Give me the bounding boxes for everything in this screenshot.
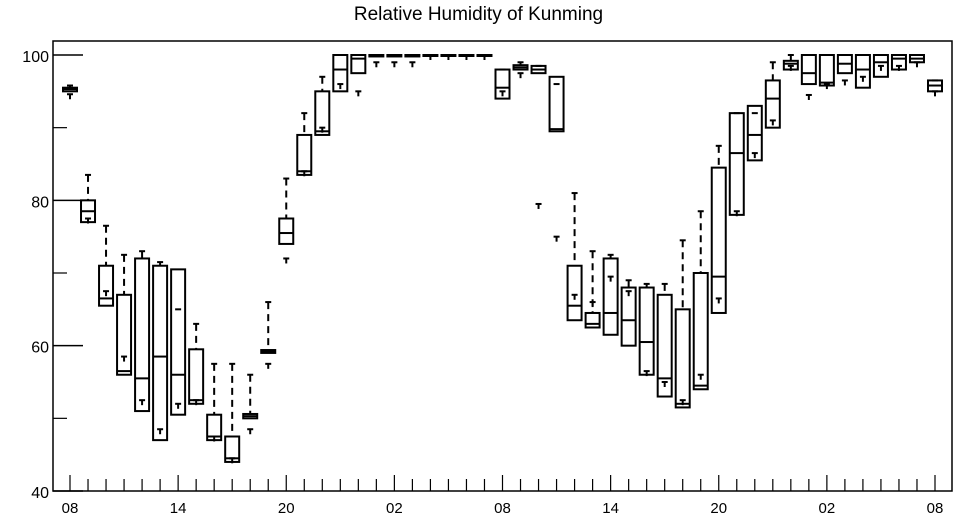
box-group — [62, 84, 78, 100]
box-iqr — [548, 75, 565, 133]
box-iqr — [710, 166, 727, 314]
box-iqr — [332, 54, 349, 93]
x-tick-label: 14 — [170, 500, 187, 517]
boxes-layer — [62, 54, 943, 464]
box-iqr — [800, 54, 817, 86]
box-iqr — [152, 264, 169, 442]
chart-title: Relative Humidity of Kunming — [353, 4, 604, 25]
box-group — [296, 112, 313, 177]
box-group — [746, 104, 763, 162]
box-iqr — [872, 54, 889, 78]
box-group — [818, 54, 835, 90]
box-group — [638, 282, 655, 377]
box-iqr — [728, 112, 745, 216]
box-group — [98, 224, 115, 307]
box-iqr — [692, 272, 709, 391]
x-tick-label: 20 — [278, 500, 295, 517]
box-group — [764, 61, 781, 129]
x-tick-label: 14 — [602, 500, 619, 517]
box-iqr — [584, 311, 601, 329]
x-tick-label: 08 — [62, 500, 79, 517]
box-iqr — [854, 54, 871, 89]
box-group — [728, 112, 745, 217]
box-group — [350, 54, 367, 97]
box-iqr — [818, 54, 835, 87]
y-tick-label: 100 — [22, 49, 49, 66]
box-group — [458, 54, 475, 60]
x-tick-label: 02 — [819, 500, 836, 517]
box-iqr — [116, 293, 133, 376]
box-group — [800, 54, 817, 100]
x-tick-label: 08 — [494, 500, 511, 517]
box-group — [206, 362, 223, 442]
x-tick-label: 20 — [710, 500, 727, 517]
box-group — [404, 54, 421, 68]
box-iqr — [566, 264, 583, 322]
box-iqr — [638, 286, 655, 376]
box-group — [710, 144, 727, 314]
plot-frame — [52, 40, 953, 492]
box-group — [332, 54, 349, 93]
box-group — [584, 250, 601, 329]
box-iqr — [764, 79, 781, 129]
box-iqr — [314, 90, 331, 136]
box-group — [908, 54, 925, 68]
box-group — [242, 373, 259, 435]
box-group — [422, 54, 439, 60]
box-iqr — [188, 348, 205, 405]
box-group — [224, 362, 241, 464]
box-group — [512, 61, 529, 79]
box-iqr — [296, 133, 313, 176]
box-group — [116, 253, 133, 376]
x-tick-label: 02 — [386, 500, 403, 517]
box-iqr — [350, 54, 367, 75]
box-iqr — [602, 257, 619, 336]
box-iqr — [98, 264, 115, 307]
box-group — [566, 192, 583, 322]
box-group — [854, 54, 871, 89]
x-tick-label: 08 — [927, 500, 944, 517]
box-iqr — [746, 104, 763, 162]
box-group — [836, 54, 853, 86]
y-tick-label: 60 — [31, 340, 49, 357]
box-group — [314, 75, 331, 136]
box-group — [656, 282, 673, 398]
box-group — [927, 79, 943, 97]
y-tick-label: 40 — [31, 485, 49, 502]
box-group — [80, 173, 97, 224]
y-tick-label: 80 — [31, 194, 49, 211]
box-iqr — [494, 68, 511, 100]
box-group — [368, 54, 385, 68]
box-group — [440, 54, 457, 60]
box-group — [692, 210, 709, 391]
box-group — [494, 68, 511, 100]
box-iqr — [170, 268, 187, 416]
box-group — [602, 253, 619, 336]
box-group — [188, 322, 205, 406]
box-iqr — [278, 217, 295, 245]
box-iqr — [134, 257, 151, 413]
box-iqr — [674, 308, 691, 409]
box-group — [476, 54, 493, 60]
box-group — [872, 54, 889, 78]
box-group — [170, 268, 187, 416]
box-group — [530, 64, 547, 209]
box-iqr — [620, 286, 637, 347]
box-group — [674, 239, 691, 409]
box-group — [260, 301, 277, 369]
box-group — [134, 250, 151, 413]
box-group — [152, 261, 169, 442]
box-group — [782, 54, 799, 71]
box-group — [890, 54, 907, 71]
box-iqr — [656, 293, 673, 398]
box-group — [620, 279, 637, 347]
axes-layer: 40 60 80 100 08 14 20 02 08 14 20 02 08 — [22, 40, 953, 517]
box-group — [386, 54, 403, 68]
box-group — [548, 75, 565, 242]
box-group — [278, 177, 295, 264]
